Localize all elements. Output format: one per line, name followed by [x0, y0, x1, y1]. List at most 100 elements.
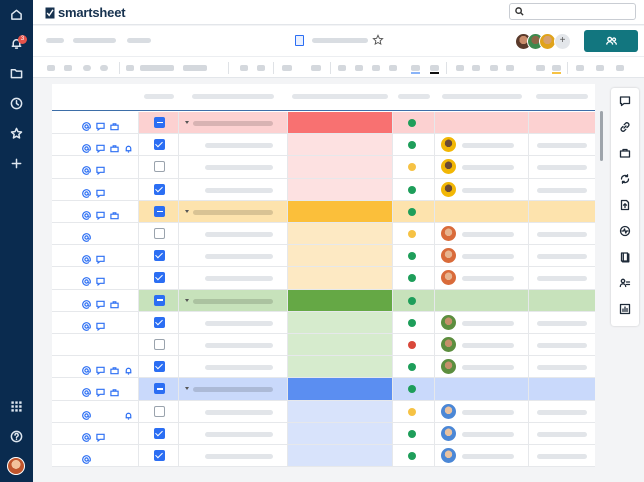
status-cell[interactable]	[393, 311, 435, 333]
highlight-button[interactable]	[552, 65, 561, 71]
reminder-icon[interactable]	[124, 407, 133, 420]
column-header[interactable]	[398, 94, 430, 99]
font-select[interactable]	[140, 65, 174, 71]
status-cell[interactable]	[393, 223, 435, 245]
bell-icon[interactable]: 3	[0, 32, 33, 54]
vertical-scrollbar[interactable]	[600, 111, 603, 161]
sheet-title-placeholder[interactable]	[312, 38, 368, 43]
task-name-cell[interactable]	[179, 223, 288, 245]
status-cell[interactable]	[393, 178, 435, 200]
toolbar-button[interactable]	[472, 65, 480, 71]
toolbar-button[interactable]	[257, 65, 265, 71]
status-cell[interactable]	[393, 289, 435, 311]
attachment-icon[interactable]	[110, 384, 119, 397]
table-row[interactable]	[52, 445, 595, 468]
table-row[interactable]	[52, 245, 595, 268]
task-name-cell[interactable]	[179, 289, 288, 311]
row-checkbox[interactable]	[154, 361, 165, 373]
date-cell[interactable]	[529, 422, 595, 444]
link-icon[interactable]	[611, 114, 639, 140]
color-cell[interactable]	[288, 400, 393, 422]
clock-icon[interactable]	[0, 92, 33, 114]
attachment-icon[interactable]	[110, 362, 119, 375]
status-cell[interactable]	[393, 200, 435, 222]
toolbar-button[interactable]	[282, 65, 292, 71]
smartsheet-logo[interactable]: smartsheet	[45, 5, 126, 20]
folder-icon[interactable]	[0, 62, 33, 84]
row-checkbox[interactable]	[154, 450, 165, 461]
color-cell[interactable]	[288, 112, 393, 134]
row-checkbox[interactable]	[154, 272, 165, 284]
date-cell[interactable]	[529, 311, 595, 333]
sync-icon[interactable]	[611, 166, 639, 192]
attachment-icon[interactable]	[110, 207, 119, 220]
table-row[interactable]	[52, 267, 595, 290]
comment-icon[interactable]	[96, 185, 105, 198]
row-checkbox[interactable]	[154, 405, 165, 417]
color-cell[interactable]	[288, 245, 393, 267]
help-icon[interactable]	[0, 425, 33, 447]
table-row[interactable]	[52, 223, 595, 246]
date-cell[interactable]	[529, 156, 595, 178]
table-row[interactable]	[52, 400, 595, 423]
toolbar-button[interactable]	[240, 65, 248, 71]
mention-icon[interactable]	[82, 407, 91, 420]
share-button[interactable]	[584, 30, 638, 52]
mention-icon[interactable]	[82, 251, 91, 265]
date-cell[interactable]	[529, 200, 595, 222]
group-checkbox[interactable]	[154, 117, 165, 128]
date-cell[interactable]	[529, 267, 595, 289]
comment-icon[interactable]	[611, 88, 639, 114]
comment-icon[interactable]	[96, 140, 105, 154]
row-checkbox[interactable]	[154, 427, 165, 439]
status-cell[interactable]	[393, 356, 435, 378]
date-cell[interactable]	[529, 134, 595, 156]
assignee-cell[interactable]	[435, 400, 529, 422]
color-cell[interactable]	[288, 267, 393, 289]
row-checkbox[interactable]	[154, 339, 165, 350]
task-name-cell[interactable]	[179, 400, 288, 422]
task-name-cell[interactable]	[179, 356, 288, 378]
color-cell[interactable]	[288, 378, 393, 400]
toolbar-button[interactable]	[506, 65, 514, 71]
breadcrumb-placeholder[interactable]	[73, 38, 116, 43]
task-name-cell[interactable]	[179, 178, 288, 200]
strikethrough-button[interactable]	[389, 65, 397, 71]
date-cell[interactable]	[529, 112, 595, 134]
column-header[interactable]	[536, 94, 588, 99]
mention-icon[interactable]	[82, 140, 91, 154]
comment-icon[interactable]	[96, 118, 105, 132]
toolbar-button[interactable]	[576, 65, 584, 71]
mention-icon[interactable]	[82, 451, 91, 464]
parent-row[interactable]	[52, 112, 595, 135]
toolbar-button[interactable]	[616, 65, 624, 71]
task-name-cell[interactable]	[179, 378, 288, 400]
search-input[interactable]	[509, 3, 636, 20]
table-row[interactable]	[52, 356, 595, 379]
color-cell[interactable]	[288, 134, 393, 156]
row-checkbox[interactable]	[154, 228, 165, 239]
status-cell[interactable]	[393, 334, 435, 356]
comment-icon[interactable]	[96, 362, 105, 376]
status-cell[interactable]	[393, 134, 435, 156]
group-checkbox[interactable]	[154, 294, 165, 306]
group-checkbox[interactable]	[154, 205, 165, 217]
toolbar-button[interactable]	[536, 65, 545, 71]
column-header[interactable]	[292, 94, 388, 99]
plus-icon[interactable]	[0, 152, 33, 174]
task-name-cell[interactable]	[179, 112, 288, 134]
toolbar-button[interactable]	[83, 65, 91, 71]
bold-button[interactable]	[338, 65, 346, 71]
attachment-icon[interactable]	[110, 140, 119, 153]
assignee-cell[interactable]	[435, 267, 529, 289]
collapse-caret-icon[interactable]	[185, 387, 189, 391]
mention-icon[interactable]	[82, 229, 91, 242]
apps-grid-icon[interactable]	[0, 395, 33, 417]
breadcrumb-placeholder[interactable]	[46, 38, 64, 43]
date-cell[interactable]	[529, 356, 595, 378]
briefcase-icon[interactable]	[611, 140, 639, 166]
mention-icon[interactable]	[82, 118, 91, 131]
color-cell[interactable]	[288, 311, 393, 333]
assignee-cell[interactable]	[435, 134, 529, 156]
table-row[interactable]	[52, 134, 595, 157]
